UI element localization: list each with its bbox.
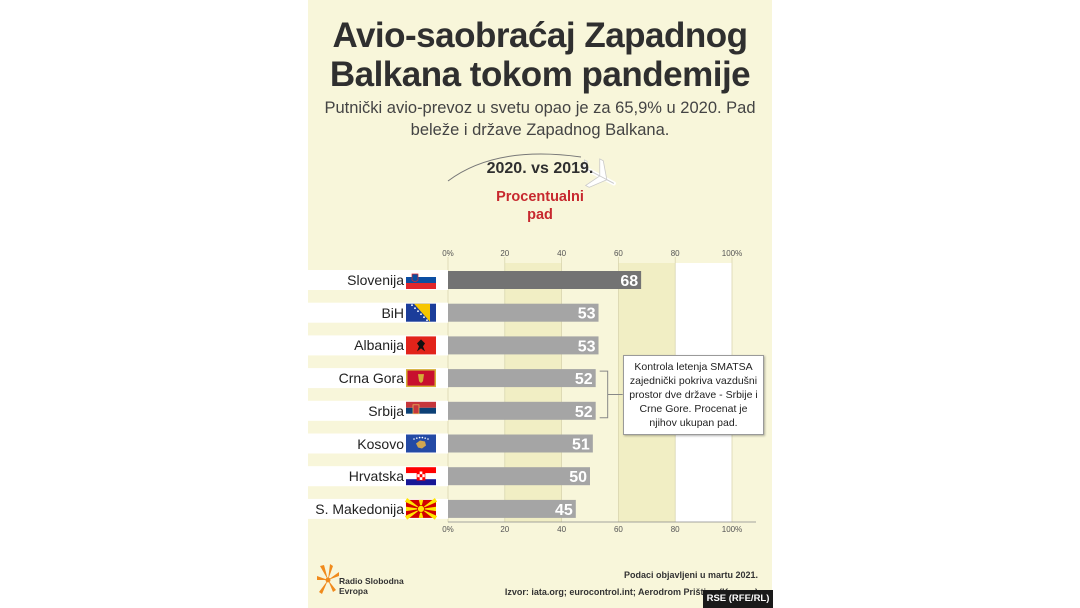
comparison-label: 2020. vs 2019. (486, 160, 594, 177)
annotation-note: Kontrola letenja SMATSA zajednički pokri… (623, 355, 764, 435)
albania-flag-icon (406, 336, 436, 355)
data-label: 45 (555, 502, 573, 519)
tick-label: 0% (442, 525, 454, 534)
slovenia-flag-icon (406, 271, 436, 289)
category-label: Crna Gora (338, 370, 404, 387)
annotation-bracket (599, 370, 623, 419)
bar (448, 336, 599, 355)
logo-text-line-2: Evropa (339, 586, 368, 596)
tick-label: 100% (721, 249, 743, 258)
title-line-1: Avio-saobraćaj Zapadnog (332, 16, 748, 55)
bar (448, 434, 593, 453)
data-label: 68 (620, 273, 638, 290)
tick-label: 40 (557, 525, 567, 534)
data-label: 52 (575, 371, 593, 388)
bar (448, 467, 590, 486)
bar (448, 303, 599, 322)
category-label: BiH (381, 304, 404, 321)
category-label: S. Makedonija (315, 500, 404, 517)
bar (448, 271, 642, 289)
note-line: njihov ukupan pad. (649, 417, 738, 429)
note-line: Crne Gore. Procenat je (639, 403, 748, 415)
category-label: Albanija (354, 337, 404, 354)
note-line: Kontrola letenja SMATSA (634, 361, 753, 373)
data-label: 53 (578, 306, 596, 323)
tick-label: 0% (442, 249, 454, 258)
tick-label: 60 (613, 525, 623, 534)
flight-arc-icon (447, 153, 582, 182)
category-label: Slovenija (347, 272, 404, 288)
logo-text-line-1: Radio Slobodna (339, 576, 404, 586)
note-line: prostor dve države - Srbije i (629, 389, 758, 401)
note-line: zajednički pokriva vazdušni (629, 375, 758, 387)
title-line-2: Balkana tokom pandemije (329, 55, 751, 94)
subtitle-line-1: Putnički avio-prevoz u svetu opao je za … (324, 99, 756, 117)
rse-logo-icon (317, 564, 339, 594)
credit-badge: RSE (RFE/RL) (703, 590, 773, 608)
category-label: Hrvatska (348, 468, 404, 485)
data-label: 52 (575, 404, 593, 421)
data-label: 53 (578, 338, 596, 355)
kosovo-flag-icon (406, 434, 436, 453)
subtitle-line-2: beleže i države Zapadnog Balkana. (410, 121, 670, 139)
category-label: Kosovo (357, 435, 404, 452)
measure-label-line-2: pad (527, 207, 553, 223)
north-macedonia-flag-icon (404, 498, 438, 520)
tick-label: 100% (721, 525, 743, 534)
croatia-flag-icon (406, 467, 436, 486)
data-label: 50 (569, 469, 587, 486)
tick-label: 20 (500, 525, 510, 534)
tick-label: 40 (557, 249, 567, 258)
bar (448, 499, 576, 518)
bar (448, 401, 596, 420)
source-note: Izvor: iata.org; eurocontrol.int; Aerodr… (504, 587, 758, 597)
tick-label: 60 (613, 249, 623, 258)
published-note: Podaci objavljeni u martu 2021. (623, 570, 758, 580)
serbia-flag-icon (406, 401, 436, 420)
infographic-card: Avio-saobraćaj Zapadnog Balkana tokom pa… (308, 0, 772, 608)
tick-label: 20 (500, 249, 510, 258)
bosnia-flag-icon (406, 303, 436, 322)
tick-label: 80 (670, 525, 680, 534)
data-label: 51 (572, 437, 590, 454)
montenegro-flag-icon (406, 369, 436, 388)
tick-label: 80 (670, 249, 680, 258)
airplane-icon (580, 158, 616, 188)
bar (448, 369, 596, 388)
category-label: Srbija (368, 402, 404, 419)
measure-label-line-1: Procentualni (496, 189, 584, 205)
